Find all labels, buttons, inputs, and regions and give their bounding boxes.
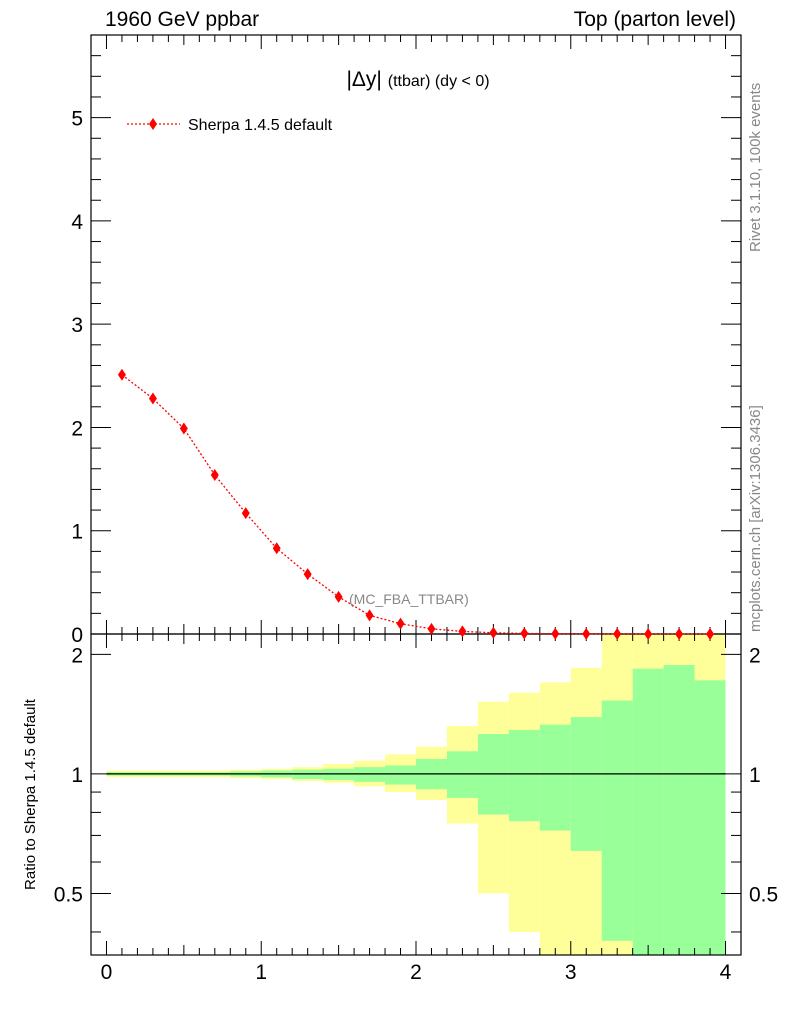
data-point-marker [706, 627, 715, 640]
data-point-marker [551, 627, 560, 640]
data-point-marker [613, 627, 622, 640]
data-point-marker [241, 507, 250, 520]
ratio-y-tick-label-right: 1 [749, 764, 761, 787]
y-tick-label: 2 [71, 417, 83, 440]
chart-title-sub: (ttbar) (dy < 0) [388, 73, 490, 90]
x-tick-label: 4 [720, 961, 732, 984]
data-point-marker [520, 627, 529, 640]
green-band-bin [446, 751, 478, 798]
y-tick-label: 5 [71, 108, 83, 131]
y-tick-label: 0 [71, 624, 83, 647]
y-tick-label: 4 [71, 211, 83, 234]
data-point-marker [117, 368, 126, 381]
green-band-bin [694, 680, 726, 955]
data-point-marker [458, 625, 467, 638]
data-point-marker [303, 568, 312, 581]
ratio-y-tick-label-left: 1 [71, 764, 83, 787]
x-tick-label: 0 [101, 961, 113, 984]
ratio-y-tick-label-left: 2 [71, 644, 83, 667]
x-tick-label: 3 [565, 961, 577, 984]
green-band-bin [508, 729, 540, 822]
ratio-y-tick-label-left: 0.5 [54, 883, 83, 906]
data-point-marker [675, 627, 684, 640]
data-point-marker [427, 622, 436, 635]
green-band-bin [385, 765, 416, 785]
data-point-marker [272, 542, 281, 555]
data-point-marker [582, 627, 591, 640]
legend-marker [149, 118, 157, 130]
header-collision-label: 1960 GeV ppbar [105, 8, 260, 31]
green-band-bin [601, 700, 633, 941]
ratio-y-tick-label-right: 0.5 [749, 883, 778, 906]
data-point-marker [365, 609, 374, 622]
ratio-y-axis-label: Ratio to Sherpa 1.4.5 default [22, 698, 39, 890]
data-point-marker [644, 627, 653, 640]
data-point-marker [210, 468, 219, 481]
ratio-bands [106, 634, 726, 955]
x-tick-label: 1 [255, 961, 267, 984]
chart-title-main: |Δy| [346, 68, 387, 91]
legend-label: Sherpa 1.4.5 default [188, 117, 333, 134]
green-band-bin [570, 717, 602, 851]
data-point-marker [489, 626, 498, 639]
data-point-marker [148, 392, 157, 405]
green-band-bin [663, 664, 695, 955]
green-band-bin [632, 668, 664, 955]
series-line [121, 374, 710, 635]
data-point-marker [334, 590, 343, 603]
ratio-y-tick-label-right: 2 [749, 644, 761, 667]
chart-title: |Δy| (ttbar) (dy < 0) [346, 68, 489, 91]
y-tick-label: 3 [71, 314, 83, 337]
analysis-annotation: (MC_FBA_TTBAR) [349, 591, 469, 607]
green-band-bin [539, 724, 571, 831]
data-point-marker [179, 422, 188, 435]
header-process-label: Top (parton level) [573, 8, 736, 31]
y-tick-label: 1 [71, 521, 83, 544]
x-tick-label: 2 [410, 961, 422, 984]
data-point-marker [396, 617, 405, 630]
